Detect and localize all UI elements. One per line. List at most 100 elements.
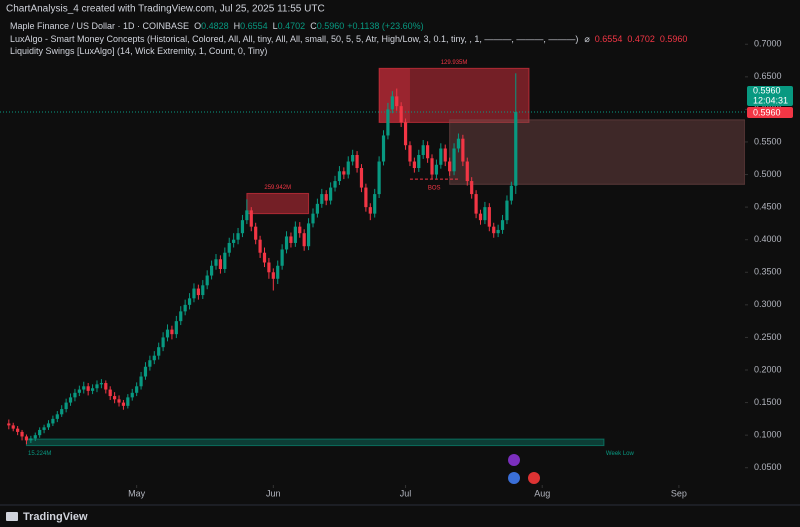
- candle-body: [95, 384, 99, 389]
- logo: [6, 512, 18, 521]
- candle-body: [179, 311, 183, 322]
- candle-body: [218, 259, 223, 270]
- candle-body: [232, 239, 236, 243]
- indicator-row: LuxAlgo - Smart Money Concepts (Historic…: [10, 34, 687, 44]
- y-tick-label: 0.1000: [754, 430, 782, 440]
- candle-body: [399, 106, 403, 123]
- candle-body: [46, 423, 51, 428]
- ohlc-key: H: [234, 21, 241, 31]
- candle-body: [403, 122, 408, 146]
- countdown: 12:04:31: [753, 95, 788, 105]
- candle-body: [20, 431, 24, 437]
- candle-body: [421, 145, 425, 155]
- candle-body: [187, 298, 192, 305]
- zone-core: [379, 68, 410, 123]
- candle-body: [262, 252, 267, 263]
- event-icon[interactable]: [528, 472, 540, 484]
- candle-body: [249, 210, 253, 227]
- candle-body: [214, 259, 218, 266]
- candle-body: [77, 389, 81, 393]
- candle-body: [483, 207, 487, 221]
- price-axis: [745, 0, 800, 505]
- candle-body: [412, 161, 416, 169]
- candle-body: [161, 337, 165, 348]
- candle-body: [126, 397, 130, 406]
- candle-body: [104, 383, 108, 390]
- candle-body: [64, 402, 68, 410]
- candle-body: [121, 402, 126, 406]
- indicator-value: 0.6554: [595, 34, 623, 44]
- y-tick-label: 0.1500: [754, 397, 782, 407]
- candle-body: [29, 438, 33, 441]
- price-badge-label: 0.5960: [753, 107, 781, 117]
- candle-body: [329, 187, 333, 201]
- ohlc-value: 0.6554: [240, 21, 268, 31]
- zone: [246, 192, 310, 215]
- footer-brand: TradingView: [23, 511, 88, 523]
- candle-body: [478, 213, 483, 221]
- candle-body: [351, 154, 355, 162]
- header: ChartAnalysis_4 created with TradingView…: [6, 4, 325, 15]
- candle-body: [509, 185, 513, 201]
- event-icon[interactable]: [508, 454, 520, 466]
- price-badge: [747, 106, 793, 118]
- candle-body: [196, 288, 200, 296]
- ohlc-value: 0.4828: [201, 21, 229, 31]
- candle-body: [470, 181, 474, 195]
- candle-body: [452, 148, 456, 172]
- candle-body: [236, 233, 240, 240]
- candle-body: [86, 386, 90, 391]
- y-tick-label: 0.5500: [754, 136, 782, 146]
- candle-body: [280, 249, 284, 266]
- candle-body: [183, 304, 187, 312]
- candle-body: [254, 226, 258, 240]
- candle-body: [165, 329, 170, 338]
- candle-body: [284, 236, 289, 250]
- candle-body: [240, 220, 245, 234]
- candle-body: [267, 262, 271, 273]
- candle-body: [324, 194, 328, 201]
- candle-body: [113, 396, 117, 400]
- candle-body: [426, 145, 430, 159]
- indicator-value: 0.4702: [627, 34, 655, 44]
- y-tick-label: 0.2000: [754, 364, 782, 374]
- candle-body: [99, 383, 103, 385]
- candle-body: [298, 226, 302, 234]
- candle-body: [320, 194, 324, 204]
- event-icon[interactable]: [508, 472, 520, 484]
- candle-body: [170, 329, 174, 335]
- price-badge-label: 0.5960: [753, 85, 781, 95]
- candle-body: [465, 161, 469, 182]
- candle-body: [192, 288, 196, 299]
- candle-body: [223, 252, 227, 270]
- candle-body: [152, 355, 156, 361]
- ohlc-value: 0.5960: [317, 21, 345, 31]
- y-tick-label: 0.4500: [754, 201, 782, 211]
- indicator-symbol: ⌀: [584, 34, 590, 44]
- candle-body: [51, 418, 55, 424]
- candle-body: [514, 111, 518, 186]
- candle-body: [373, 194, 377, 214]
- candle-body: [492, 226, 496, 234]
- candle-body: [24, 436, 29, 441]
- candle-body: [148, 360, 152, 367]
- zone-label: Week Low: [606, 451, 635, 457]
- candle-body: [364, 187, 368, 208]
- candle-body: [386, 109, 390, 136]
- candle-body: [174, 321, 178, 335]
- candle-body: [139, 376, 143, 387]
- ohlc-key: L: [273, 21, 278, 31]
- candle-body: [276, 265, 280, 279]
- y-tick-label: 0.6500: [754, 71, 782, 81]
- candle-body: [474, 194, 478, 214]
- ohlc-value: 0.4702: [278, 21, 306, 31]
- candle-body: [271, 272, 275, 279]
- candle-body: [500, 220, 505, 230]
- candle-body: [443, 148, 447, 162]
- x-tick-label: Jun: [266, 488, 281, 498]
- candle-body: [408, 145, 412, 162]
- candle-body: [355, 154, 359, 169]
- candle-body: [42, 427, 46, 430]
- candle-body: [448, 161, 452, 172]
